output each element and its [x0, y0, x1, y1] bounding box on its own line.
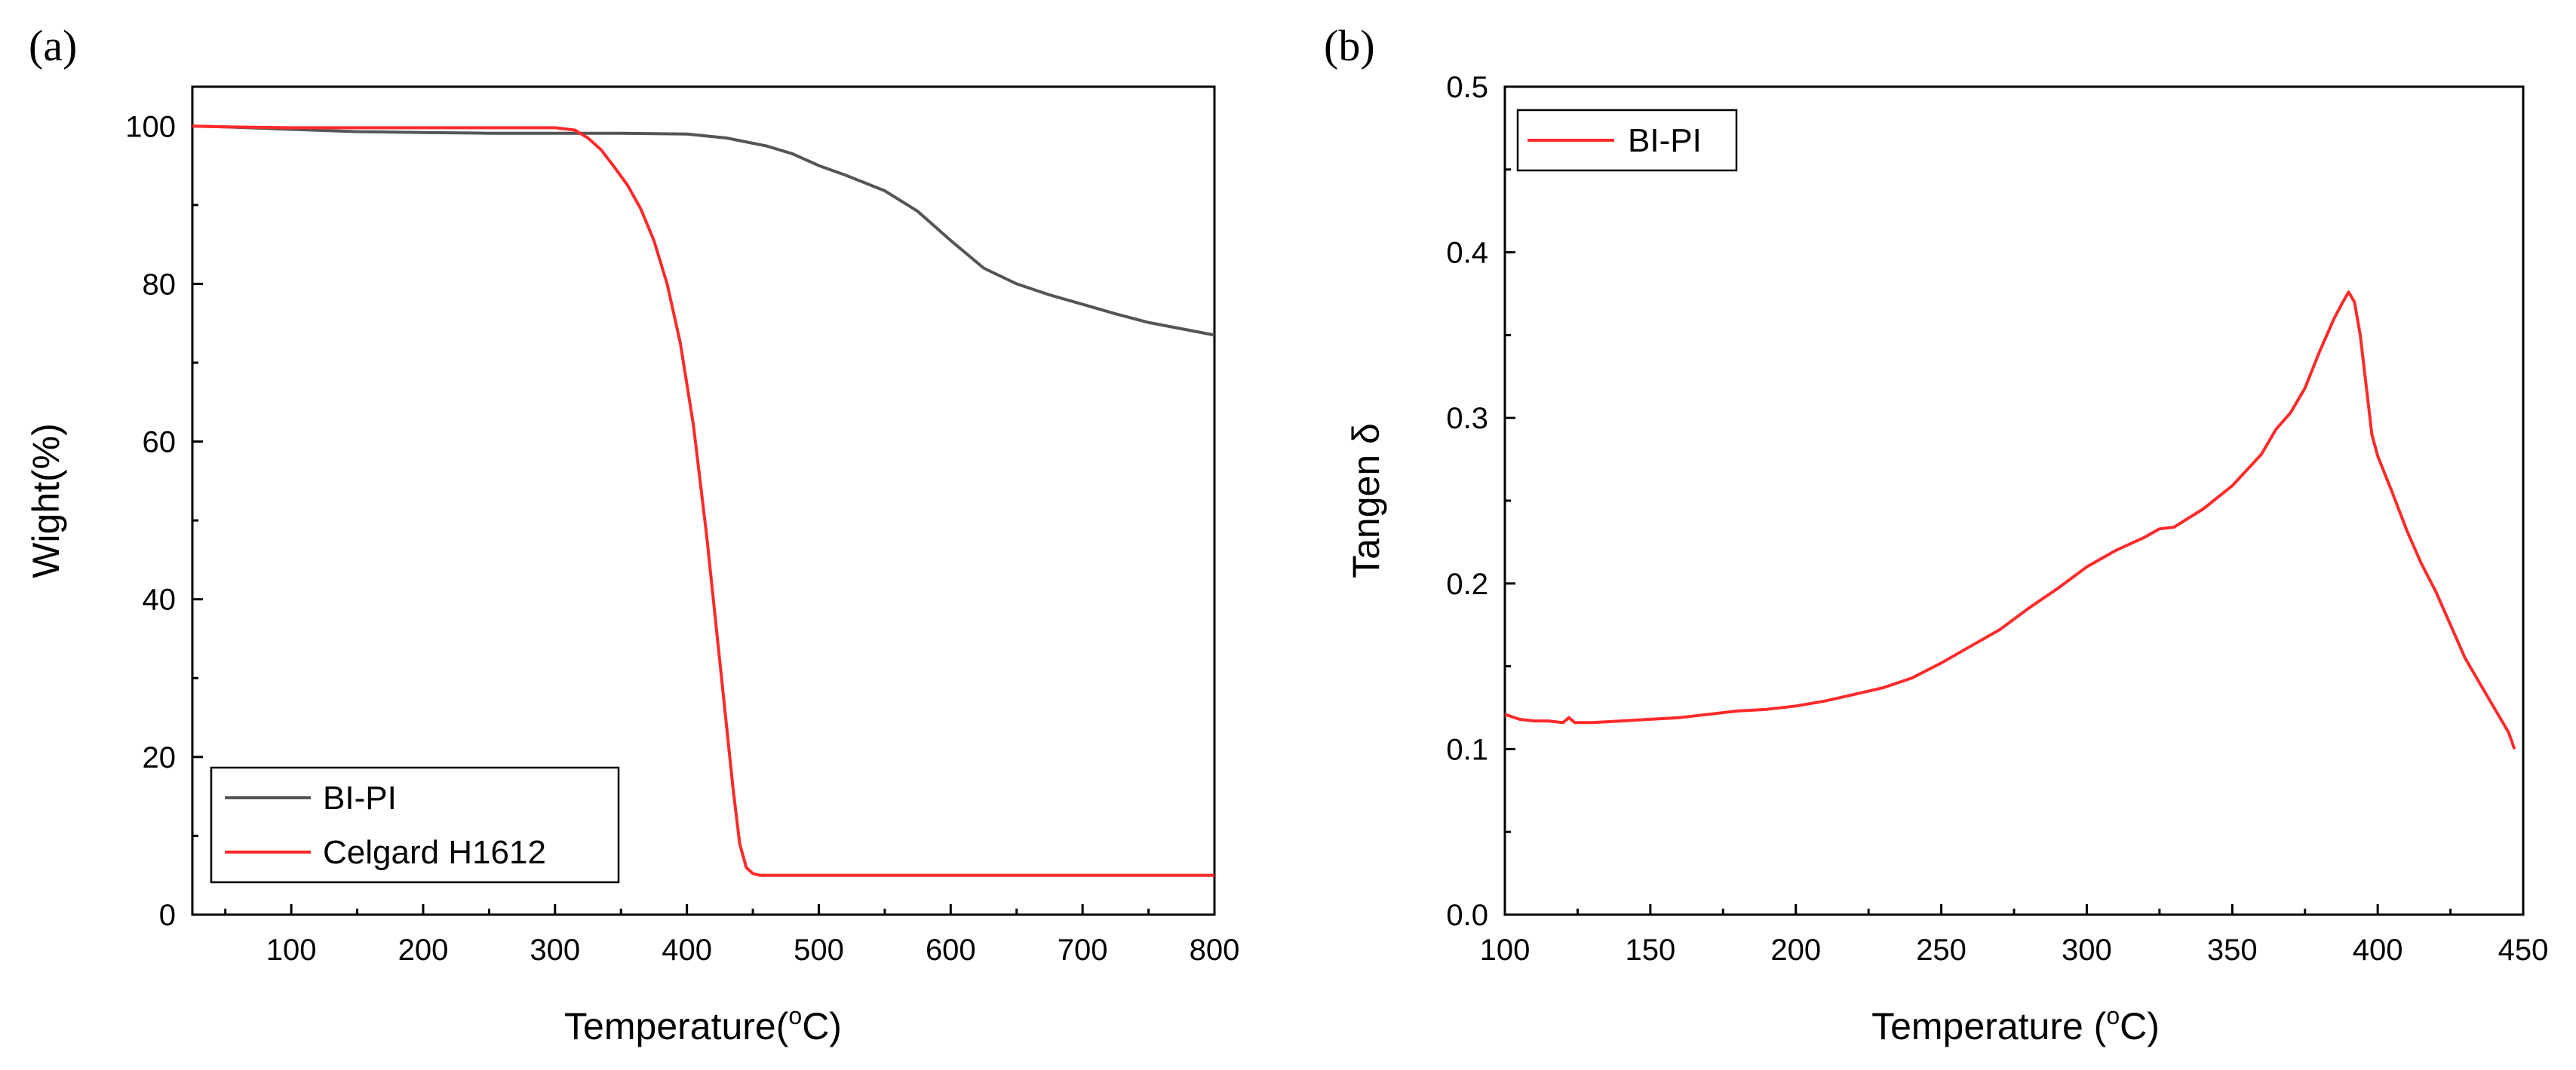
legend-a: BI-PI Celgard H1612	[210, 766, 620, 884]
a-series-line-bi-pi	[192, 124, 1215, 337]
legend-b: BI-PI	[1516, 109, 1738, 172]
plot-series-b	[1504, 290, 2516, 750]
b-y-tick-label: 0.0	[1446, 899, 1488, 932]
a-y-tick-label: 80	[143, 268, 177, 301]
y-axis-title-a: Wight(%)	[25, 423, 67, 578]
b-y-tick-label: 0.4	[1446, 237, 1488, 270]
a-series-line-celgard-h1612	[192, 124, 1214, 877]
a-y-tick-label: 100	[125, 110, 176, 143]
b-y-tick-label: 0.5	[1446, 71, 1488, 104]
a-x-tick-label: 600	[926, 934, 976, 967]
axis-ticks-a: 100 200 300 400 500 600 700 800 0 20 40 60 80 100	[125, 110, 1239, 967]
legend-label-celgard: Celgard H1612	[323, 834, 546, 871]
a-x-tick-label: 300	[530, 934, 580, 967]
a-y-tick-label: 40	[143, 584, 177, 617]
a-x-tick-label: 400	[662, 934, 712, 967]
a-y-tick-label: 60	[143, 426, 177, 459]
panel-label-b: (b)	[1324, 21, 1375, 70]
b-x-tick-label: 300	[2062, 934, 2112, 967]
x-axis-title-b: Temperature (oC)	[1871, 1002, 2160, 1047]
a-y-tick-label: 0	[159, 899, 176, 932]
b-x-tick-label: 350	[2207, 934, 2258, 967]
y-axis-title-b: Tangen δ	[1345, 423, 1387, 578]
b-x-tick-label: 200	[1770, 934, 1821, 967]
a-x-tick-label: 500	[794, 934, 844, 967]
legend-label-bi-pi: BI-PI	[323, 780, 397, 817]
panel-label-a: (a)	[29, 21, 77, 70]
plot-frame-b	[1503, 85, 2525, 916]
b-x-tick-label: 450	[2498, 934, 2549, 967]
plot-frame-a	[191, 85, 1216, 916]
b-series-line-bi-pi	[1504, 290, 2516, 750]
b-y-tick-label: 0.2	[1446, 568, 1488, 601]
b-x-tick-label: 150	[1625, 934, 1675, 967]
legend-label-bi-pi-b: BI-PI	[1628, 122, 1702, 159]
a-x-tick-label: 800	[1190, 934, 1240, 967]
x-axis-title-a: Temperature(oC)	[564, 1002, 842, 1047]
panel-b-tan-delta-chart: (b) 100 150 200 250 300 350 400 450 0.0 0.1 0.2 0.3…	[1324, 21, 2548, 1047]
a-x-tick-label: 200	[398, 934, 449, 967]
plot-series-a	[192, 124, 1215, 877]
b-y-tick-label: 0.1	[1446, 733, 1488, 766]
axis-ticks-b: 100 150 200 250 300 350 400 450 0.0 0.1 0.2 0.3 0.4 0…	[1446, 71, 2548, 967]
a-x-tick-label: 100	[266, 934, 317, 967]
legend-box-b	[1516, 109, 1738, 172]
legend-box-a	[210, 766, 620, 884]
a-x-tick-label: 700	[1058, 934, 1108, 967]
b-y-tick-label: 0.3	[1446, 402, 1488, 435]
a-y-tick-label: 20	[143, 741, 177, 774]
b-x-tick-label: 400	[2353, 934, 2403, 967]
b-x-tick-label: 100	[1480, 934, 1531, 967]
b-x-tick-label: 250	[1916, 934, 1967, 967]
panel-a-tga-chart: (a) 100 200 300 400 500 600 700 800020406080100…	[25, 21, 1239, 1047]
